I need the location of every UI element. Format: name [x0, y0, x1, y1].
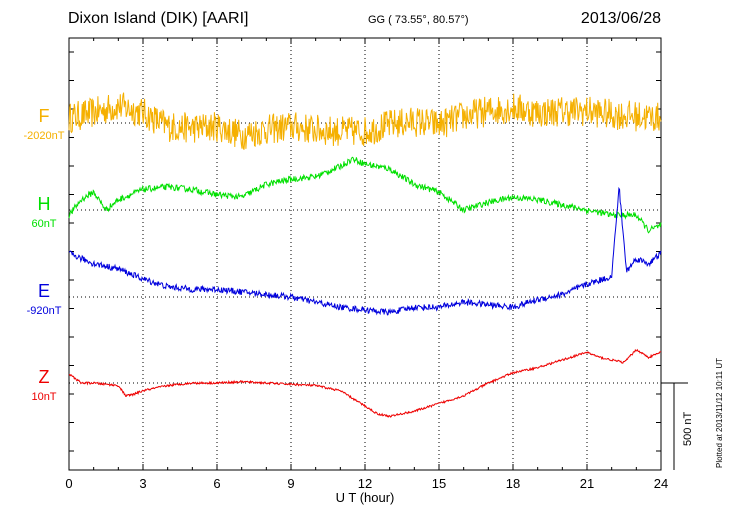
- x-tick-label: 15: [432, 476, 446, 491]
- x-tick-label: 12: [358, 476, 372, 491]
- x-tick-label: 9: [287, 476, 294, 491]
- x-tick-label: 3: [139, 476, 146, 491]
- component-offset-f: -2020nT: [23, 130, 65, 142]
- x-axis-label: U T (hour): [335, 490, 395, 505]
- component-label-z: Z: [38, 367, 50, 387]
- series-line-z: [68, 348, 662, 418]
- component-label-e: E: [37, 281, 50, 301]
- x-tick-label: 21: [580, 476, 594, 491]
- station-title: Dixon Island (DIK) [AARI]: [68, 10, 249, 27]
- scale-bar-label: 500 nT: [682, 411, 694, 446]
- x-tick-label: 24: [654, 476, 668, 491]
- series-line-f: [68, 92, 662, 150]
- x-tick-label: 18: [506, 476, 520, 491]
- chart-date: 2013/06/28: [580, 10, 661, 27]
- component-label-f: F: [38, 106, 50, 126]
- series-line-e: [68, 186, 662, 316]
- component-offset-h: 60nT: [31, 218, 57, 230]
- axis-ticks: 0 3 6 9 12 15 18 21 24: [65, 38, 668, 491]
- x-tick-label: 0: [65, 476, 72, 491]
- scale-bar: [661, 382, 688, 470]
- x-tick-label: 6: [213, 476, 220, 491]
- component-label-h: H: [37, 194, 51, 214]
- plotted-note: Plotted at 2013/11/12 10:11 UT: [715, 357, 724, 468]
- data-series: [68, 92, 662, 418]
- component-offset-e: -920nT: [26, 305, 62, 317]
- series-line-h: [68, 156, 662, 234]
- geo-coordinates: GG ( 73.55°, 80.57°): [368, 14, 469, 26]
- component-offset-z: 10nT: [31, 391, 57, 403]
